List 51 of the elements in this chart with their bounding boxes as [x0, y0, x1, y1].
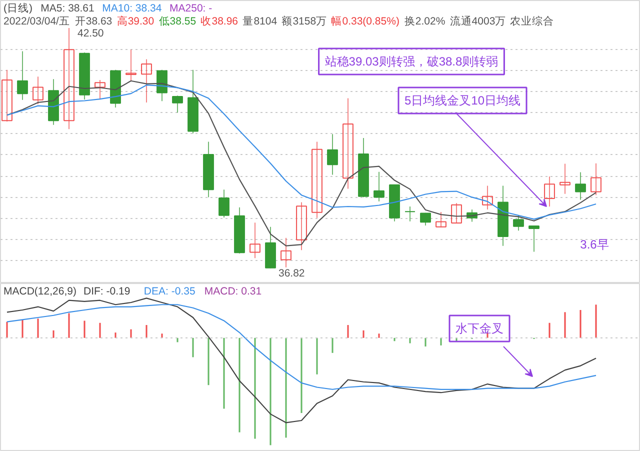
candlestick	[17, 50, 28, 100]
candlestick	[94, 80, 106, 100]
candlestick	[575, 172, 586, 200]
candlestick	[560, 163, 570, 194]
candlestick	[513, 214, 524, 232]
candlestick	[296, 202, 307, 251]
annotation: 2022/03/04/五	[4, 16, 70, 28]
legend-label: MA250: -	[170, 2, 213, 14]
candlestick	[32, 76, 44, 105]
candlestick	[327, 134, 338, 176]
annotation: 水下金叉	[456, 322, 504, 336]
annotation: 5日均线金叉10日均线	[404, 94, 521, 108]
annotation: 低38.55	[158, 16, 196, 28]
candlestick	[250, 222, 260, 259]
candlestick	[420, 212, 431, 226]
candlestick	[342, 98, 354, 190]
candlestick	[218, 189, 230, 218]
candlestick	[451, 202, 462, 224]
annotation: 高39.30	[116, 14, 154, 28]
candlestick	[482, 185, 493, 210]
candlestick	[312, 141, 322, 218]
candlestick	[126, 49, 136, 82]
annotation: 幅0.33(0.85%)	[331, 16, 400, 28]
annotation: 收38.96	[200, 16, 238, 28]
annotation: 开38.63	[74, 16, 112, 28]
chart-title: (日线)	[4, 2, 32, 14]
candlestick	[374, 171, 384, 202]
candlestick	[141, 58, 152, 103]
annotation: 3.6早	[580, 238, 609, 252]
candlestick	[280, 237, 292, 268]
annotation: 36.82	[278, 268, 305, 280]
annotation: 量8104	[242, 16, 278, 28]
series-label: DEA: -0.35	[144, 286, 196, 298]
annotation: 流通4003万	[450, 14, 506, 28]
text: MACD: 0.31	[204, 286, 262, 298]
annotation: 额3158万	[282, 14, 328, 28]
candlestick	[404, 206, 416, 222]
candlestick	[590, 162, 602, 196]
text: MA5: 38.61	[40, 2, 94, 14]
annotation: 站稳39.03则转强，破38.8则转弱	[324, 54, 498, 68]
candlestick	[2, 69, 12, 122]
annotation: 农业综合	[510, 14, 554, 28]
text: MA10: 38.34	[102, 2, 162, 14]
candlestick	[172, 95, 183, 114]
candlestick	[528, 225, 540, 252]
annotation: 换2.02%	[404, 16, 446, 28]
candlestick	[436, 212, 446, 228]
annotation: 42.50	[78, 28, 104, 40]
series-label: DIF: -0.19	[83, 286, 130, 298]
candlestick	[64, 27, 74, 130]
chart-title: MACD(12,26,9)	[4, 286, 76, 298]
